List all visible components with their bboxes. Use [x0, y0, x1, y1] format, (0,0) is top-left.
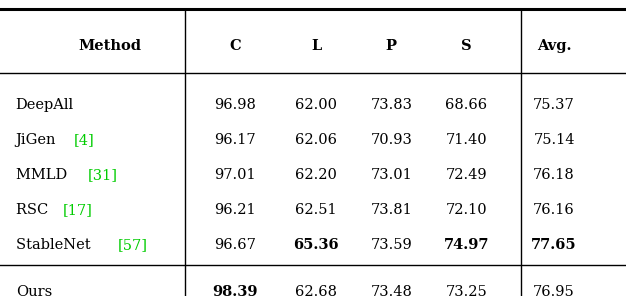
Text: 77.65: 77.65 — [531, 238, 577, 252]
Text: 76.18: 76.18 — [533, 168, 575, 182]
Text: Ours: Ours — [16, 284, 52, 296]
Text: 96.67: 96.67 — [214, 238, 255, 252]
Text: JiGen: JiGen — [16, 133, 61, 147]
Text: 73.81: 73.81 — [371, 203, 412, 217]
Text: 62.68: 62.68 — [295, 284, 337, 296]
Text: 74.97: 74.97 — [444, 238, 489, 252]
Text: 71.40: 71.40 — [446, 133, 487, 147]
Text: Method: Method — [78, 39, 141, 53]
Text: 75.37: 75.37 — [533, 98, 575, 112]
Text: 96.17: 96.17 — [214, 133, 255, 147]
Text: 76.16: 76.16 — [533, 203, 575, 217]
Text: 73.25: 73.25 — [446, 284, 487, 296]
Text: 62.20: 62.20 — [295, 168, 337, 182]
Text: DeepAll: DeepAll — [16, 98, 74, 112]
Text: 72.49: 72.49 — [446, 168, 487, 182]
Text: 62.00: 62.00 — [295, 98, 337, 112]
Text: 73.01: 73.01 — [371, 168, 412, 182]
Text: [57]: [57] — [118, 238, 148, 252]
Text: 73.83: 73.83 — [370, 98, 413, 112]
Text: StableNet: StableNet — [16, 238, 95, 252]
Text: 73.59: 73.59 — [371, 238, 412, 252]
Text: S: S — [461, 39, 471, 53]
Text: [31]: [31] — [88, 168, 118, 182]
Text: Avg.: Avg. — [536, 39, 572, 53]
Text: 72.10: 72.10 — [446, 203, 487, 217]
Text: C: C — [229, 39, 240, 53]
Text: [4]: [4] — [74, 133, 95, 147]
Text: [17]: [17] — [63, 203, 93, 217]
Text: 73.48: 73.48 — [371, 284, 412, 296]
Text: RSC: RSC — [16, 203, 53, 217]
Text: 96.21: 96.21 — [214, 203, 255, 217]
Text: L: L — [311, 39, 321, 53]
Text: 98.39: 98.39 — [212, 284, 257, 296]
Text: 96.98: 96.98 — [214, 98, 255, 112]
Text: MMLD: MMLD — [16, 168, 71, 182]
Text: 62.51: 62.51 — [295, 203, 337, 217]
Text: P: P — [386, 39, 397, 53]
Text: 62.06: 62.06 — [295, 133, 337, 147]
Text: 97.01: 97.01 — [214, 168, 255, 182]
Text: 76.95: 76.95 — [533, 284, 575, 296]
Text: 65.36: 65.36 — [294, 238, 339, 252]
Text: 70.93: 70.93 — [371, 133, 412, 147]
Text: 75.14: 75.14 — [533, 133, 575, 147]
Text: 68.66: 68.66 — [445, 98, 488, 112]
